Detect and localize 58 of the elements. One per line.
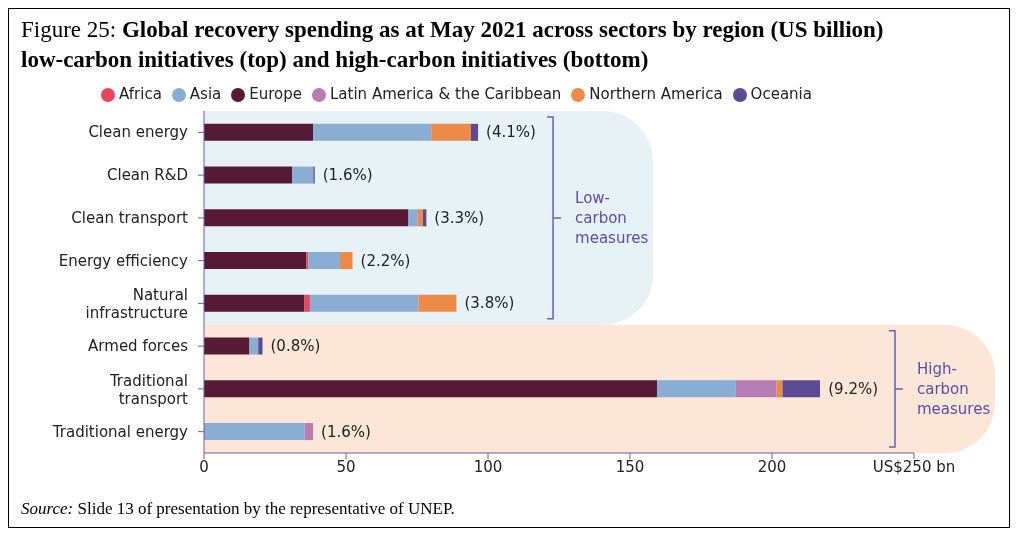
annotation: (4.1%) bbox=[486, 123, 536, 142]
bar bbox=[776, 380, 783, 398]
annotation: (3.3%) bbox=[434, 208, 485, 227]
annotation: (3.8%) bbox=[464, 294, 515, 313]
bar bbox=[258, 337, 263, 355]
bar bbox=[417, 209, 423, 227]
legend-label: Europe bbox=[249, 85, 303, 103]
legend-label: Northern America bbox=[589, 85, 723, 103]
bar bbox=[656, 380, 736, 398]
bar bbox=[204, 380, 657, 398]
y-tick-label: Natural infrastructure bbox=[85, 286, 188, 323]
bar bbox=[431, 123, 471, 141]
band-label: Low-carbon measures bbox=[575, 188, 649, 247]
bar bbox=[735, 380, 777, 398]
bar bbox=[204, 123, 314, 141]
bar bbox=[313, 123, 432, 141]
bar bbox=[204, 252, 307, 270]
bar bbox=[309, 294, 419, 312]
x-tick-label: 100 bbox=[473, 457, 503, 476]
bar bbox=[292, 166, 314, 184]
y-tick-label: Clean transport bbox=[71, 208, 189, 227]
bar bbox=[418, 294, 457, 312]
legend-label: Latin America & the Caribbean bbox=[330, 85, 562, 103]
legend-label: Africa bbox=[119, 85, 162, 103]
annotation: (1.6%) bbox=[321, 422, 371, 441]
legend-label: Asia bbox=[189, 85, 222, 103]
annotation: (1.6%) bbox=[322, 166, 373, 185]
bar bbox=[782, 380, 820, 398]
band-label: High-carbon measures bbox=[917, 359, 991, 418]
y-tick-label: Clean energy bbox=[88, 123, 189, 142]
annotation: (0.8%) bbox=[270, 337, 321, 356]
x-tick-label: 50 bbox=[336, 457, 356, 476]
bar bbox=[249, 337, 259, 355]
y-tick-label: Traditional energy bbox=[51, 422, 189, 441]
bar bbox=[470, 123, 479, 141]
x-tick-label: 200 bbox=[757, 457, 787, 476]
bar bbox=[340, 252, 353, 270]
bar bbox=[204, 166, 293, 184]
y-tick-label: Energy efficiency bbox=[58, 251, 189, 270]
annotation: (2.2%) bbox=[360, 251, 411, 270]
y-tick-label: Clean R&D bbox=[106, 166, 188, 185]
legend-label: Oceania bbox=[750, 85, 812, 103]
bar bbox=[204, 294, 305, 312]
bar bbox=[204, 209, 409, 227]
bar bbox=[304, 294, 310, 312]
y-tick-label: Traditional transport bbox=[108, 371, 189, 408]
bar bbox=[304, 423, 314, 441]
source-note: Source: Slide 13 of presentation by the representative of UNEP. bbox=[20, 498, 456, 520]
y-tick-label: Armed forces bbox=[88, 337, 189, 356]
bar bbox=[408, 209, 418, 227]
bar bbox=[308, 252, 341, 270]
x-tick-label: 150 bbox=[615, 457, 645, 476]
annotation: (9.2%) bbox=[828, 379, 879, 398]
chart-title: Figure 25: Global recovery spending as at May 2021 across sectors by region (US billion) low-carbon initiatives (top) and high-carbon initiatives (bottom) bbox=[20, 16, 885, 74]
bar bbox=[204, 423, 305, 441]
x-tick-label: US$250 bn bbox=[872, 457, 956, 476]
bar bbox=[204, 337, 250, 355]
x-tick-label: 0 bbox=[199, 457, 209, 476]
